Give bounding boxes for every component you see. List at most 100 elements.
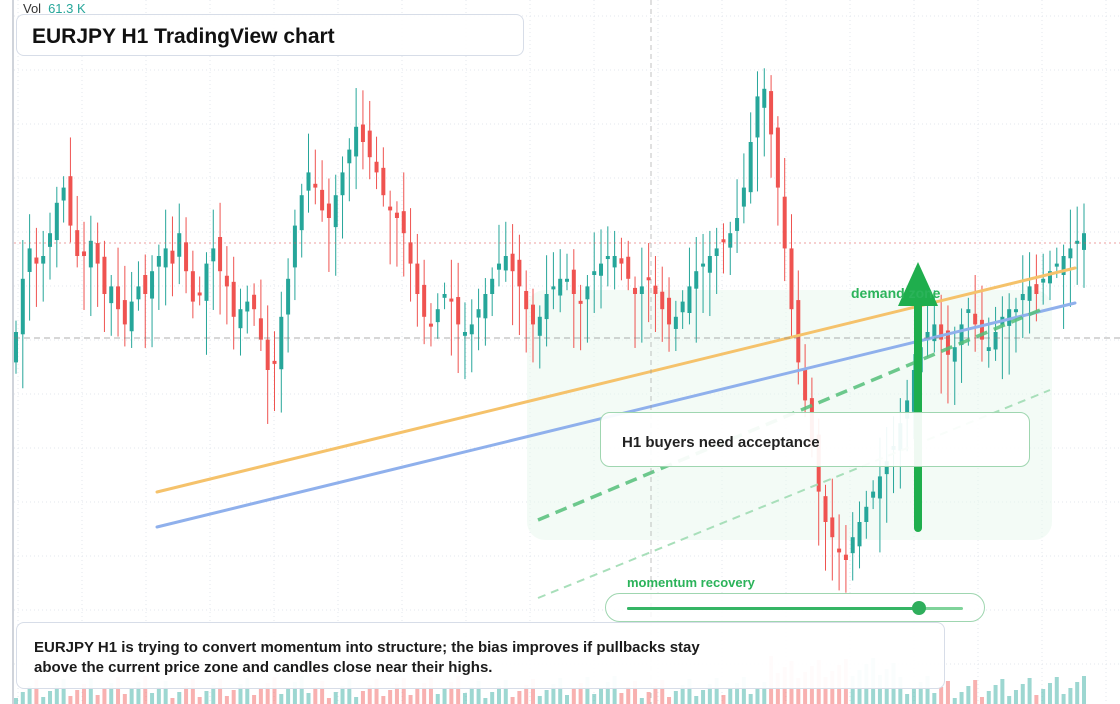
candle-body	[435, 309, 440, 323]
volume-bar	[517, 691, 522, 704]
volume-bar	[116, 677, 121, 704]
volume-bar	[61, 679, 66, 704]
candle-body	[979, 319, 984, 340]
candle-body	[735, 218, 740, 231]
volume-bar	[483, 698, 488, 704]
candle-body	[184, 242, 189, 272]
candle-body	[340, 172, 345, 196]
candle-body	[667, 297, 672, 325]
candle-body	[789, 248, 794, 310]
candle-body	[755, 96, 760, 138]
volume-bar	[374, 679, 379, 704]
volume-bar	[911, 688, 916, 704]
candle-body	[1075, 240, 1080, 244]
candle-body	[877, 476, 882, 499]
volume-bar	[565, 695, 570, 704]
volume-bar	[27, 686, 32, 704]
candle-body	[34, 257, 39, 264]
volume-bar	[755, 688, 760, 704]
candle-body	[796, 300, 801, 363]
volume-bar	[626, 687, 631, 704]
volume-bar	[918, 682, 923, 704]
volume-bar	[95, 695, 100, 704]
volume-bar	[1034, 695, 1039, 704]
candle-body	[469, 324, 474, 335]
candle-body	[163, 248, 168, 268]
summary-text: EURJPY H1 is trying to convert momentum …	[34, 639, 700, 676]
volume-bar	[823, 677, 828, 704]
volume-bar	[660, 680, 665, 704]
candle-body	[401, 211, 406, 234]
volume-bar	[714, 678, 719, 704]
candle-body	[422, 284, 427, 317]
candle-body	[599, 263, 604, 276]
candle-body	[714, 248, 719, 256]
momentum-slider[interactable]	[605, 593, 985, 622]
candle-body	[88, 240, 93, 268]
candle-body	[388, 206, 393, 211]
momentum-knob[interactable]	[912, 601, 927, 615]
candle-body	[762, 88, 767, 108]
volume-bar	[673, 691, 678, 704]
candle-body	[986, 347, 991, 351]
volume-bar	[701, 690, 706, 704]
candle-body	[238, 309, 243, 329]
volume-bar	[973, 680, 978, 704]
summary-card: EURJPY H1 is trying to convert momentum …	[16, 622, 945, 689]
volume-bar	[490, 692, 495, 704]
volume-bar	[326, 698, 331, 704]
candle-body	[966, 309, 971, 313]
volume-bar	[313, 687, 318, 704]
volume-bar	[456, 676, 461, 704]
candle-body	[843, 554, 848, 560]
volume-bar	[360, 691, 365, 704]
chart-title-card: EURJPY H1 TradingView chart	[16, 14, 524, 56]
candle-body	[496, 263, 501, 270]
volume-bar	[469, 687, 474, 704]
candle-body	[190, 271, 195, 302]
candle-body	[993, 332, 998, 350]
candle-body	[54, 202, 59, 241]
candle-body	[524, 290, 529, 310]
candle-body	[360, 124, 365, 142]
volume-label: Vol	[23, 1, 42, 16]
volume-bar	[218, 679, 223, 704]
volume-bar	[1000, 679, 1005, 704]
volume-bar	[109, 683, 114, 704]
volume-bar	[88, 678, 93, 704]
volume-bar	[48, 691, 53, 704]
volume-bar	[449, 682, 454, 704]
volume-bar	[1041, 689, 1046, 704]
volume-bar	[986, 691, 991, 704]
candle-body	[517, 259, 522, 287]
volume-bar	[462, 693, 467, 704]
volume-bar	[231, 690, 236, 704]
candle-body	[211, 248, 216, 262]
volume-bar	[959, 692, 964, 704]
volume-bar	[170, 698, 175, 704]
momentum-track	[627, 607, 963, 610]
candle-body	[565, 278, 570, 282]
volume-bar	[245, 678, 250, 704]
volume-bar	[905, 694, 910, 704]
volume-bar	[299, 676, 304, 704]
volume-bar	[408, 695, 413, 704]
volume-bar	[428, 677, 433, 704]
volume-bar	[354, 697, 359, 704]
momentum-fill	[627, 607, 920, 610]
volume-bar	[14, 698, 18, 704]
volume-bar	[156, 687, 161, 704]
candle-body	[605, 256, 610, 260]
candle-body	[20, 278, 25, 335]
candle-body	[245, 301, 250, 312]
volume-bar	[952, 698, 957, 704]
candle-body	[292, 225, 297, 268]
volume-bar	[741, 677, 746, 704]
candle-body	[394, 212, 399, 218]
candle-body	[633, 287, 638, 294]
candle-body	[170, 250, 175, 264]
candle-body	[803, 369, 808, 401]
candle-body	[136, 286, 141, 300]
volume-value: 61.3 K	[48, 1, 86, 16]
